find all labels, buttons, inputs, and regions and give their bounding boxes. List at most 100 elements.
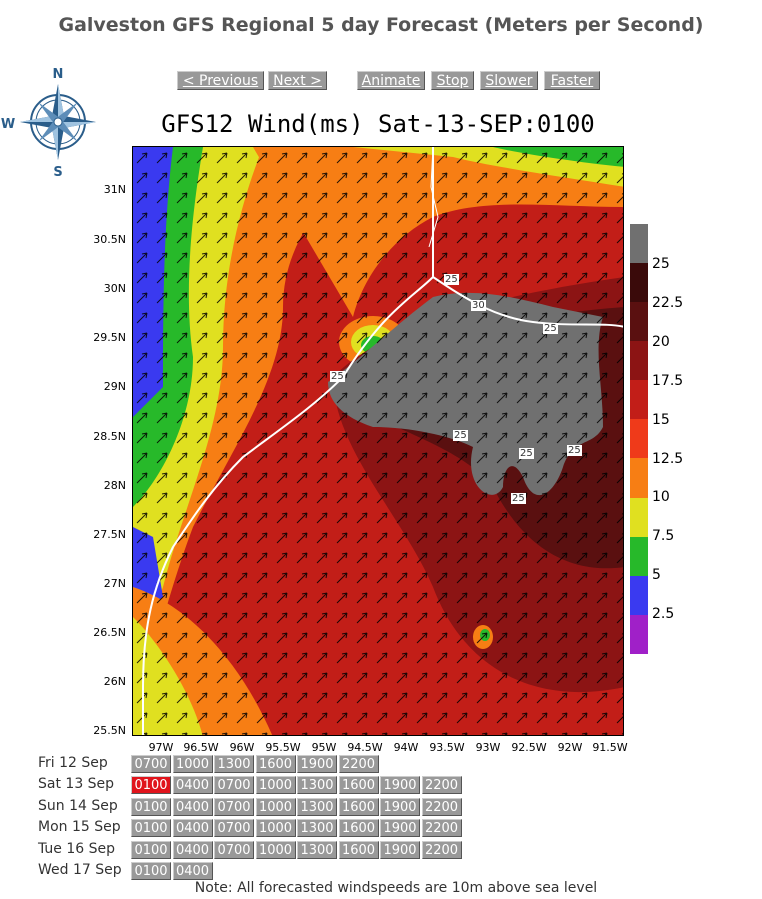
legend-swatch: [630, 224, 648, 264]
legend-label: 20: [652, 334, 670, 350]
legend-swatch: [630, 302, 648, 342]
time-slot-button[interactable]: 1300: [297, 797, 337, 816]
footnote: Note: All forecasted windspeeds are 10m …: [194, 880, 598, 896]
lat-label: 31N: [103, 183, 126, 196]
legend-label: 12.5: [652, 451, 684, 467]
lon-label: 93.5W: [429, 741, 465, 754]
legend-swatch: [630, 419, 648, 459]
lat-label: 28.5N: [93, 430, 126, 443]
compass-n: N: [53, 67, 64, 82]
time-slot-button[interactable]: 2200: [421, 797, 462, 816]
lon-label: 93W: [475, 741, 501, 754]
time-slot-button[interactable]: 1000: [172, 755, 213, 773]
legend-swatch: [630, 614, 648, 654]
time-slot-button[interactable]: 0400: [172, 776, 213, 795]
lat-label: 29N: [103, 380, 126, 393]
time-slot-button[interactable]: 0400: [172, 819, 213, 838]
time-slot-button[interactable]: 0700: [214, 819, 254, 838]
time-slot-button[interactable]: 2200: [421, 819, 462, 838]
time-slot-button[interactable]: 1000: [255, 840, 296, 859]
lon-label: 97W: [148, 741, 174, 754]
compass-rose-icon: N S W: [0, 62, 112, 182]
contour-label: 30: [471, 300, 486, 311]
time-slot-button[interactable]: 0400: [172, 862, 213, 880]
contour-label: 25: [444, 274, 459, 285]
faster-button[interactable]: Faster: [544, 71, 600, 90]
lon-label: 91.5W: [592, 741, 628, 754]
time-slot-button[interactable]: 0700: [214, 776, 254, 795]
stop-button[interactable]: Stop: [431, 71, 474, 90]
compass-w: W: [1, 117, 15, 132]
legend-label: 17.5: [652, 373, 684, 389]
lat-label: 29.5N: [93, 331, 126, 344]
lon-label: 92W: [557, 741, 583, 754]
time-slot-button[interactable]: 1600: [338, 819, 379, 838]
time-slot-button[interactable]: 1300: [297, 776, 337, 795]
time-slot-button[interactable]: 1900: [380, 776, 420, 795]
lat-label: 26N: [103, 675, 126, 688]
legend-label: 15: [652, 412, 670, 428]
legend-label: 7.5: [652, 528, 675, 544]
time-slot-button[interactable]: 0100: [131, 819, 171, 838]
schedule-day-label: Tue 16 Sep: [38, 840, 116, 857]
legend-label: 25: [652, 256, 670, 272]
previous-button[interactable]: < Previous: [177, 71, 264, 90]
contour-label: 25: [330, 371, 345, 382]
time-slot-button[interactable]: 0100: [131, 840, 171, 859]
time-slot-button[interactable]: 0100: [131, 776, 171, 795]
time-slot-button[interactable]: 2200: [421, 840, 462, 859]
time-slot-button[interactable]: 2200: [421, 776, 462, 795]
time-slot-button[interactable]: 0100: [131, 797, 171, 816]
map-title: GFS12 Wind(ms) Sat-13-SEP:0100: [161, 110, 595, 138]
lon-label: 94.5W: [347, 741, 383, 754]
time-slot-button[interactable]: 0700: [214, 840, 254, 859]
time-slot-button[interactable]: 1900: [297, 755, 337, 773]
time-slot-button[interactable]: 1900: [380, 840, 420, 859]
color-scale-legend: [630, 224, 648, 654]
schedule-day-label: Sun 14 Sep: [38, 797, 118, 814]
lat-label: 27.5N: [93, 528, 126, 541]
lon-label: 92.5W: [511, 741, 547, 754]
animate-button[interactable]: Animate: [357, 71, 425, 90]
schedule-day-label: Wed 17 Sep: [38, 862, 122, 878]
time-slot-button[interactable]: 1300: [297, 819, 337, 838]
time-slot-button[interactable]: 1000: [255, 776, 296, 795]
lon-label: 96W: [229, 741, 255, 754]
contour-label: 25: [453, 430, 468, 441]
lon-label: 95.5W: [265, 741, 301, 754]
time-slot-button[interactable]: 1000: [255, 797, 296, 816]
legend-label: 10: [652, 489, 670, 505]
time-slot-button[interactable]: 1900: [380, 819, 420, 838]
time-slot-button[interactable]: 1600: [338, 797, 379, 816]
legend-swatch: [630, 341, 648, 381]
time-slot-button[interactable]: 2200: [338, 755, 379, 773]
time-slot-button[interactable]: 1300: [297, 840, 337, 859]
time-slot-button[interactable]: 1000: [255, 819, 296, 838]
legend-label: 2.5: [652, 606, 675, 622]
lat-label: 28N: [103, 479, 126, 492]
contour-label: 25: [543, 323, 558, 334]
legend-swatch: [630, 263, 648, 303]
legend-label: 5: [652, 567, 661, 583]
lat-label: 26.5N: [93, 626, 126, 639]
time-slot-button[interactable]: 0700: [131, 755, 171, 773]
slower-button[interactable]: Slower: [480, 71, 538, 90]
contour-label: 25: [519, 448, 534, 459]
time-slot-button[interactable]: 1300: [214, 755, 254, 773]
time-slot-button[interactable]: 0700: [214, 797, 254, 816]
contour-label: 25: [567, 445, 582, 456]
next-button[interactable]: Next >: [268, 71, 327, 90]
legend-swatch: [630, 458, 648, 498]
lat-label: 30N: [103, 282, 126, 295]
time-slot-button[interactable]: 1900: [380, 797, 420, 816]
legend-swatch: [630, 380, 648, 420]
time-slot-button[interactable]: 1600: [338, 840, 379, 859]
schedule-day-label: Mon 15 Sep: [38, 819, 121, 836]
time-slot-button[interactable]: 1600: [255, 755, 296, 773]
legend-swatch: [630, 536, 648, 576]
time-slot-button[interactable]: 0400: [172, 797, 213, 816]
lat-label: 27N: [103, 577, 126, 590]
time-slot-button[interactable]: 0400: [172, 840, 213, 859]
time-slot-button[interactable]: 1600: [338, 776, 379, 795]
time-slot-button[interactable]: 0100: [131, 862, 171, 880]
